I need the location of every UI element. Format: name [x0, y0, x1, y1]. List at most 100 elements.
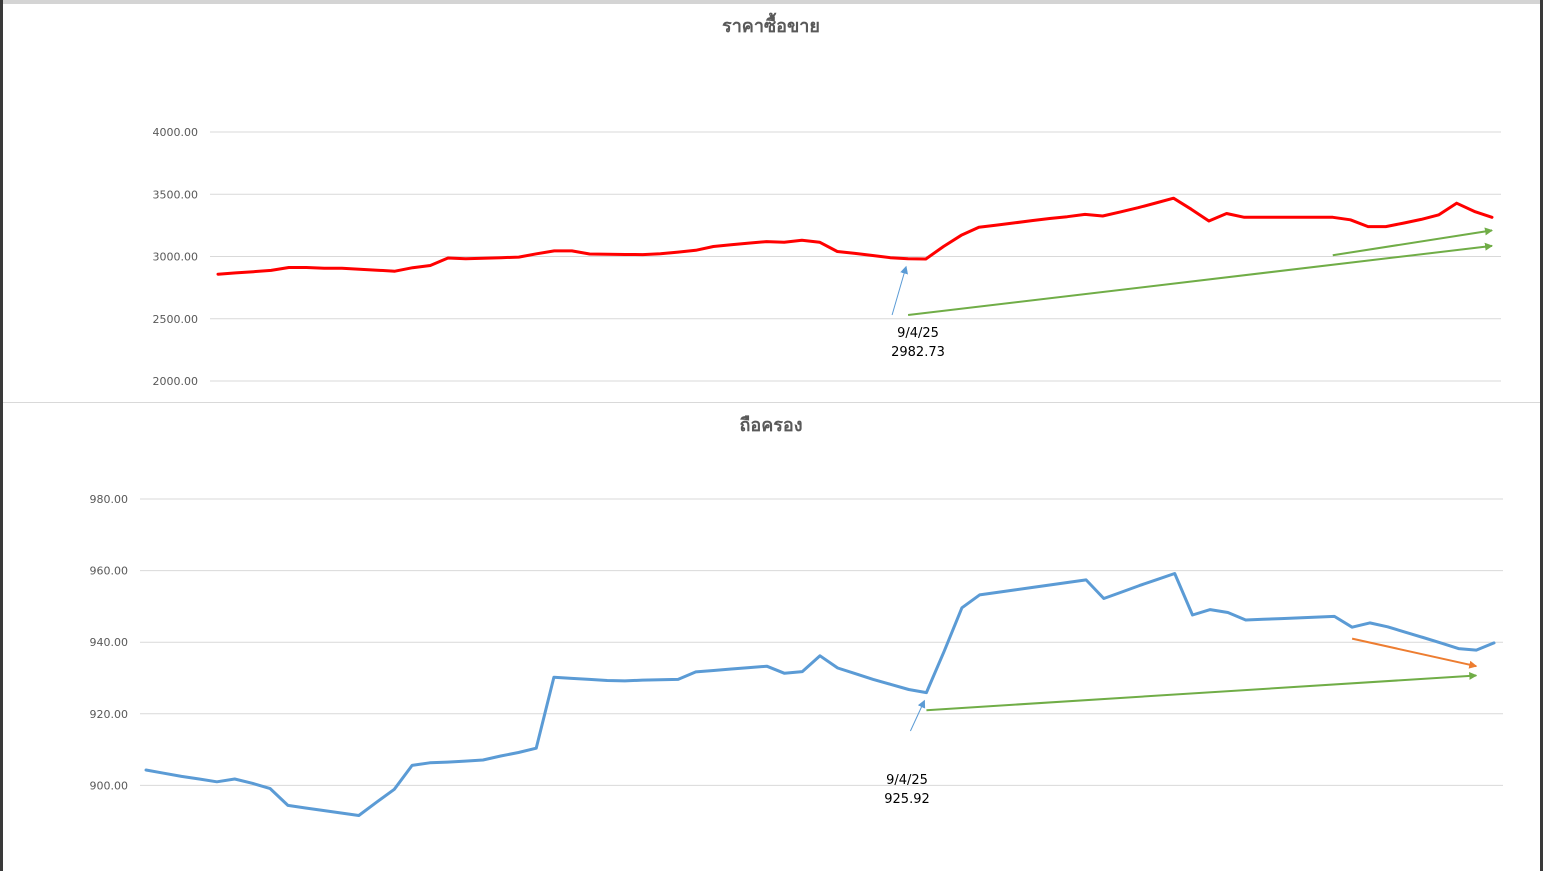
data-point[interactable] [1225, 212, 1229, 216]
data-point[interactable] [605, 679, 609, 683]
data-point[interactable] [711, 245, 715, 249]
data-point[interactable] [587, 677, 591, 681]
data-point[interactable] [871, 677, 875, 681]
data-point[interactable] [358, 267, 362, 271]
data-point[interactable] [623, 253, 627, 257]
data-point[interactable] [676, 677, 680, 681]
trade-price-chart[interactable]: ราคาซื้อขาย 4000.00 3500.00 3000.00 2500.00… [3, 4, 1540, 402]
data-point[interactable] [410, 763, 414, 767]
data-point[interactable] [428, 761, 432, 765]
data-point[interactable] [552, 675, 556, 679]
data-point[interactable] [269, 268, 273, 272]
data-point[interactable] [623, 679, 627, 683]
data-point[interactable] [428, 264, 432, 268]
data-point[interactable] [1384, 225, 1388, 229]
data-point[interactable] [1154, 201, 1158, 205]
data-point[interactable] [216, 272, 220, 276]
data-point[interactable] [765, 664, 769, 668]
data-point[interactable] [1455, 201, 1459, 205]
data-point[interactable] [321, 809, 325, 813]
data-point[interactable] [854, 672, 858, 676]
data-point[interactable] [499, 754, 503, 758]
data-point[interactable] [305, 266, 309, 270]
data-point[interactable] [712, 669, 716, 673]
data-point[interactable] [888, 256, 892, 260]
data-point[interactable] [747, 241, 751, 245]
data-point[interactable] [907, 688, 911, 692]
data-point[interactable] [1350, 625, 1354, 629]
data-point[interactable] [1030, 219, 1034, 223]
data-point[interactable] [836, 666, 840, 670]
data-point[interactable] [1136, 206, 1140, 210]
data-point[interactable] [729, 667, 733, 671]
data-point[interactable] [250, 781, 254, 785]
data-point[interactable] [534, 746, 538, 750]
data-point[interactable] [1137, 584, 1141, 588]
data-point[interactable] [924, 691, 928, 695]
data-point[interactable] [570, 249, 574, 253]
data-point[interactable] [835, 250, 839, 254]
data-point[interactable] [783, 671, 787, 675]
data-point[interactable] [570, 676, 574, 680]
data-point[interactable] [233, 777, 237, 781]
data-point[interactable] [180, 774, 184, 778]
data-point[interactable] [499, 256, 503, 260]
data-point[interactable] [871, 254, 875, 258]
data-point[interactable] [818, 654, 822, 658]
data-point[interactable] [1084, 578, 1088, 582]
data-point[interactable] [1472, 209, 1476, 213]
data-point[interactable] [588, 252, 592, 256]
data-point[interactable] [517, 255, 521, 259]
data-point[interactable] [1066, 580, 1070, 584]
data-point[interactable] [463, 759, 467, 763]
holdings-chart[interactable]: ถือครอง 980.00 960.00 940.00 920.00 900.00 9/… [3, 403, 1540, 871]
data-point[interactable] [694, 248, 698, 252]
data-point[interactable] [641, 678, 645, 682]
data-point[interactable] [1101, 214, 1105, 218]
data-point[interactable] [906, 257, 910, 261]
data-point[interactable] [1189, 207, 1193, 211]
data-point[interactable] [942, 245, 946, 249]
data-point[interactable] [1208, 608, 1212, 612]
data-point[interactable] [287, 266, 291, 270]
data-point[interactable] [765, 240, 769, 244]
data-point[interactable] [1261, 617, 1265, 621]
data-point[interactable] [889, 682, 893, 686]
data-point[interactable] [481, 758, 485, 762]
data-point[interactable] [995, 590, 999, 594]
data-point[interactable] [1403, 630, 1407, 634]
data-point[interactable] [942, 649, 946, 653]
data-point[interactable] [322, 266, 326, 270]
data-point[interactable] [1102, 597, 1106, 601]
data-point[interactable] [658, 252, 662, 256]
data-point[interactable] [1226, 611, 1230, 615]
data-point[interactable] [1439, 641, 1443, 645]
data-point[interactable] [960, 606, 964, 610]
data-point[interactable] [1402, 221, 1406, 225]
data-point[interactable] [1049, 583, 1053, 587]
data-point[interactable] [1172, 196, 1176, 200]
data-point[interactable] [1260, 215, 1264, 219]
data-point[interactable] [357, 814, 361, 818]
data-point[interactable] [1386, 625, 1390, 629]
data-point[interactable] [1083, 212, 1087, 216]
data-point[interactable] [1348, 218, 1352, 222]
data-point[interactable] [215, 780, 219, 784]
data-point[interactable] [162, 771, 166, 775]
series-line[interactable] [216, 196, 1494, 276]
data-point[interactable] [818, 240, 822, 244]
data-point[interactable] [782, 240, 786, 244]
data-point[interactable] [800, 670, 804, 674]
data-point[interactable] [268, 787, 272, 791]
data-point[interactable] [1421, 636, 1425, 640]
data-point[interactable] [1437, 213, 1441, 217]
data-point[interactable] [1031, 585, 1035, 589]
data-point[interactable] [517, 751, 521, 755]
data-point[interactable] [375, 268, 379, 272]
data-point[interactable] [1457, 647, 1461, 651]
data-point[interactable] [694, 670, 698, 674]
data-point[interactable] [464, 257, 468, 261]
data-point[interactable] [676, 250, 680, 254]
data-point[interactable] [552, 249, 556, 253]
data-point[interactable] [375, 800, 379, 804]
